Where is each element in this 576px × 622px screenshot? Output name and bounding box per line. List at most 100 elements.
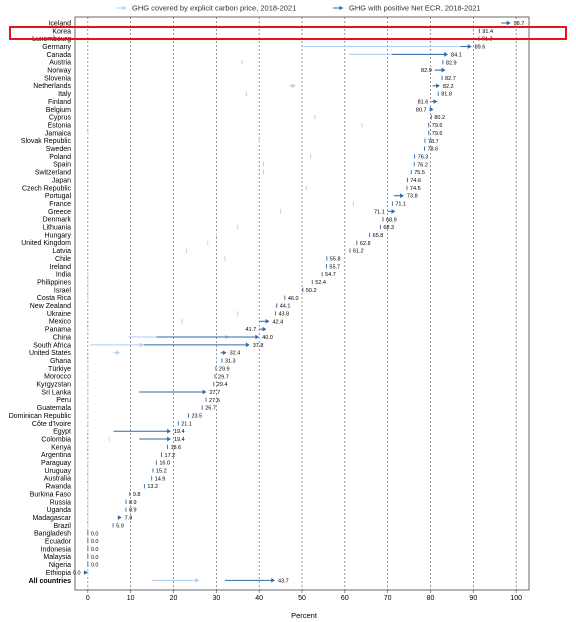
net-ecr-marker-arrowhead bbox=[429, 107, 434, 112]
explicit-price-marker-arrowhead bbox=[195, 578, 200, 583]
data-label: 76.3 bbox=[418, 154, 429, 160]
net-ecr-marker bbox=[220, 350, 227, 356]
category-label: Estonia bbox=[48, 122, 71, 129]
row-iceland: Iceland 98.7 bbox=[48, 20, 524, 27]
data-label: 80.7 bbox=[416, 107, 427, 113]
category-label: Israel bbox=[54, 287, 72, 294]
row-guatemala: Guatemala 26.7 bbox=[37, 405, 216, 412]
data-label: 29.4 bbox=[217, 382, 228, 388]
category-label: Ecuador bbox=[45, 539, 72, 546]
category-label: South Africa bbox=[33, 342, 71, 349]
data-label: 89.6 bbox=[475, 45, 486, 51]
data-label: 27.6 bbox=[209, 398, 220, 404]
category-label: Norway bbox=[47, 68, 71, 75]
data-label: 91.4 bbox=[482, 29, 493, 35]
category-label: Morocco bbox=[44, 374, 71, 381]
legend-entry-explicit-price: GHG covered by explicit carbon price, 20… bbox=[116, 4, 296, 13]
data-label: 29.9 bbox=[219, 366, 230, 372]
row-finland: Finland 81.6 bbox=[48, 99, 438, 106]
net-ecr-marker bbox=[431, 99, 438, 104]
data-label: 7.9 bbox=[125, 516, 133, 522]
data-label: 82.2 bbox=[443, 84, 454, 90]
row-ukraine: Ukraine 43.8 bbox=[47, 311, 289, 318]
category-label: New Zealand bbox=[30, 303, 71, 310]
data-label: 55.7 bbox=[329, 264, 340, 270]
data-label: 37.8 bbox=[253, 343, 264, 349]
net-ecr-marker bbox=[434, 67, 446, 73]
category-label: Chile bbox=[55, 256, 71, 263]
row-cyprus: Cyprus 80.2 bbox=[49, 115, 445, 122]
data-label: 13.2 bbox=[147, 484, 158, 490]
explicit-price-marker bbox=[89, 342, 144, 348]
row-burkina-faso: Burkina Faso 9.8 bbox=[30, 491, 141, 498]
row-chile: Chile 55.8 bbox=[55, 256, 341, 263]
row-austria: Austria 82.9 bbox=[49, 60, 456, 67]
legend-label-net-ecr: GHG with positive Net ECR, 2018-2021 bbox=[349, 4, 481, 13]
net-ecr-marker-arrowhead bbox=[271, 578, 276, 583]
row-egypt: Egypt 19.4 bbox=[53, 429, 185, 436]
category-label: Finland bbox=[48, 99, 71, 106]
data-label: 79.6 bbox=[432, 123, 443, 129]
category-label: Ghana bbox=[50, 358, 71, 365]
net-ecr-marker-arrowhead bbox=[255, 334, 260, 340]
x-tick-label: 20 bbox=[170, 595, 178, 602]
row-united-states: United States 32.4 bbox=[29, 350, 240, 357]
legend-entry-net-ecr: GHG with positive Net ECR, 2018-2021 bbox=[333, 4, 481, 13]
net-ecr-marker bbox=[139, 389, 207, 395]
data-label: 68.3 bbox=[383, 225, 394, 231]
category-label: China bbox=[53, 334, 71, 341]
category-label: France bbox=[49, 201, 71, 208]
legend: GHG covered by explicit carbon price, 20… bbox=[116, 4, 481, 13]
net-ecr-marker bbox=[391, 52, 449, 57]
net-ecr-marker bbox=[259, 319, 270, 324]
category-label: Netherlands bbox=[33, 83, 71, 90]
net-ecr-marker-arrowhead bbox=[436, 83, 440, 89]
category-label: Germany bbox=[42, 44, 71, 51]
net-ecr-marker bbox=[387, 209, 396, 214]
row-costa-rica: Costa Rica 46.0 bbox=[37, 295, 299, 302]
category-label: Panama bbox=[45, 327, 71, 334]
category-label: Ethiopia bbox=[46, 570, 71, 577]
row-morocco: Morocco 29.7 bbox=[44, 374, 229, 381]
data-label: 61.2 bbox=[353, 249, 364, 255]
row-canada: Canada 84.1 bbox=[46, 52, 461, 59]
data-label: 0.0 bbox=[91, 555, 99, 561]
category-label: Rwanda bbox=[45, 484, 71, 491]
category-label: Poland bbox=[49, 154, 71, 161]
row-argentina: Argentina 17.2 bbox=[41, 452, 175, 459]
data-label: 55.8 bbox=[330, 257, 341, 263]
data-label: 19.4 bbox=[174, 437, 185, 443]
net-ecr-marker bbox=[113, 428, 171, 434]
data-label: 17.2 bbox=[165, 453, 176, 459]
category-label: Guatemala bbox=[37, 405, 71, 412]
row-mexico: Mexico 42.4 bbox=[49, 319, 283, 326]
category-label: Costa Rica bbox=[37, 295, 71, 302]
data-label: 29.7 bbox=[218, 374, 229, 380]
data-label: 84.1 bbox=[451, 52, 462, 58]
data-label: 79.6 bbox=[432, 131, 443, 137]
category-label: Lithuania bbox=[43, 225, 72, 232]
category-label: Korea bbox=[52, 28, 71, 35]
row-france: France 71.1 bbox=[49, 201, 406, 208]
category-label: Egypt bbox=[53, 429, 71, 436]
x-axis-ticks: 0 10 20 30 40 50 60 70 80 90 100 bbox=[86, 590, 522, 602]
category-label: Belgium bbox=[46, 107, 71, 114]
row-australia: Australia 14.9 bbox=[44, 476, 166, 483]
row-ghana: Ghana 31.3 bbox=[50, 358, 236, 365]
row-ethiopia: Ethiopia 0.0 bbox=[46, 570, 89, 577]
row-greece: Greece 71.1 bbox=[48, 209, 396, 216]
x-tick-label: 40 bbox=[255, 595, 263, 602]
row-madagascar: Madagascar 7.9 bbox=[32, 515, 132, 522]
data-label: 18.6 bbox=[171, 445, 182, 451]
data-label: 78.7 bbox=[428, 139, 439, 145]
row-indonesia: Indonesia 0.0 bbox=[41, 546, 99, 553]
row-kenya: Kenya 18.6 bbox=[51, 444, 181, 451]
x-tick-label: 70 bbox=[384, 595, 392, 602]
category-label: Portugal bbox=[45, 193, 72, 200]
explicit-price-marker-arrowhead bbox=[291, 83, 296, 89]
data-label: 16.0 bbox=[159, 461, 170, 467]
net-ecr-marker bbox=[224, 578, 276, 583]
row-spain: Spain 76.2 bbox=[53, 162, 428, 169]
row-sweden: Sweden 78.6 bbox=[46, 146, 439, 153]
net-ecr-marker bbox=[143, 342, 250, 348]
